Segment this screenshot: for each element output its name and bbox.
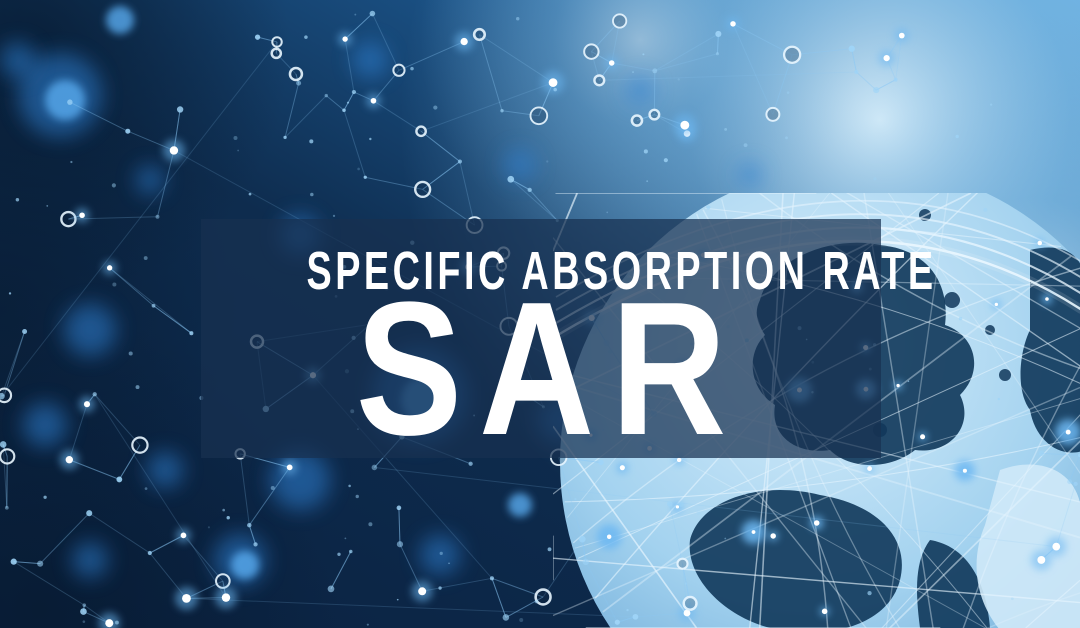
banner-subtitle: SPECIFIC ABSORPTION RATE (306, 241, 937, 301)
title-overlay-panel: SPECIFIC ABSORPTION RATE SAR (201, 219, 937, 464)
banner-title: SAR (355, 263, 744, 475)
